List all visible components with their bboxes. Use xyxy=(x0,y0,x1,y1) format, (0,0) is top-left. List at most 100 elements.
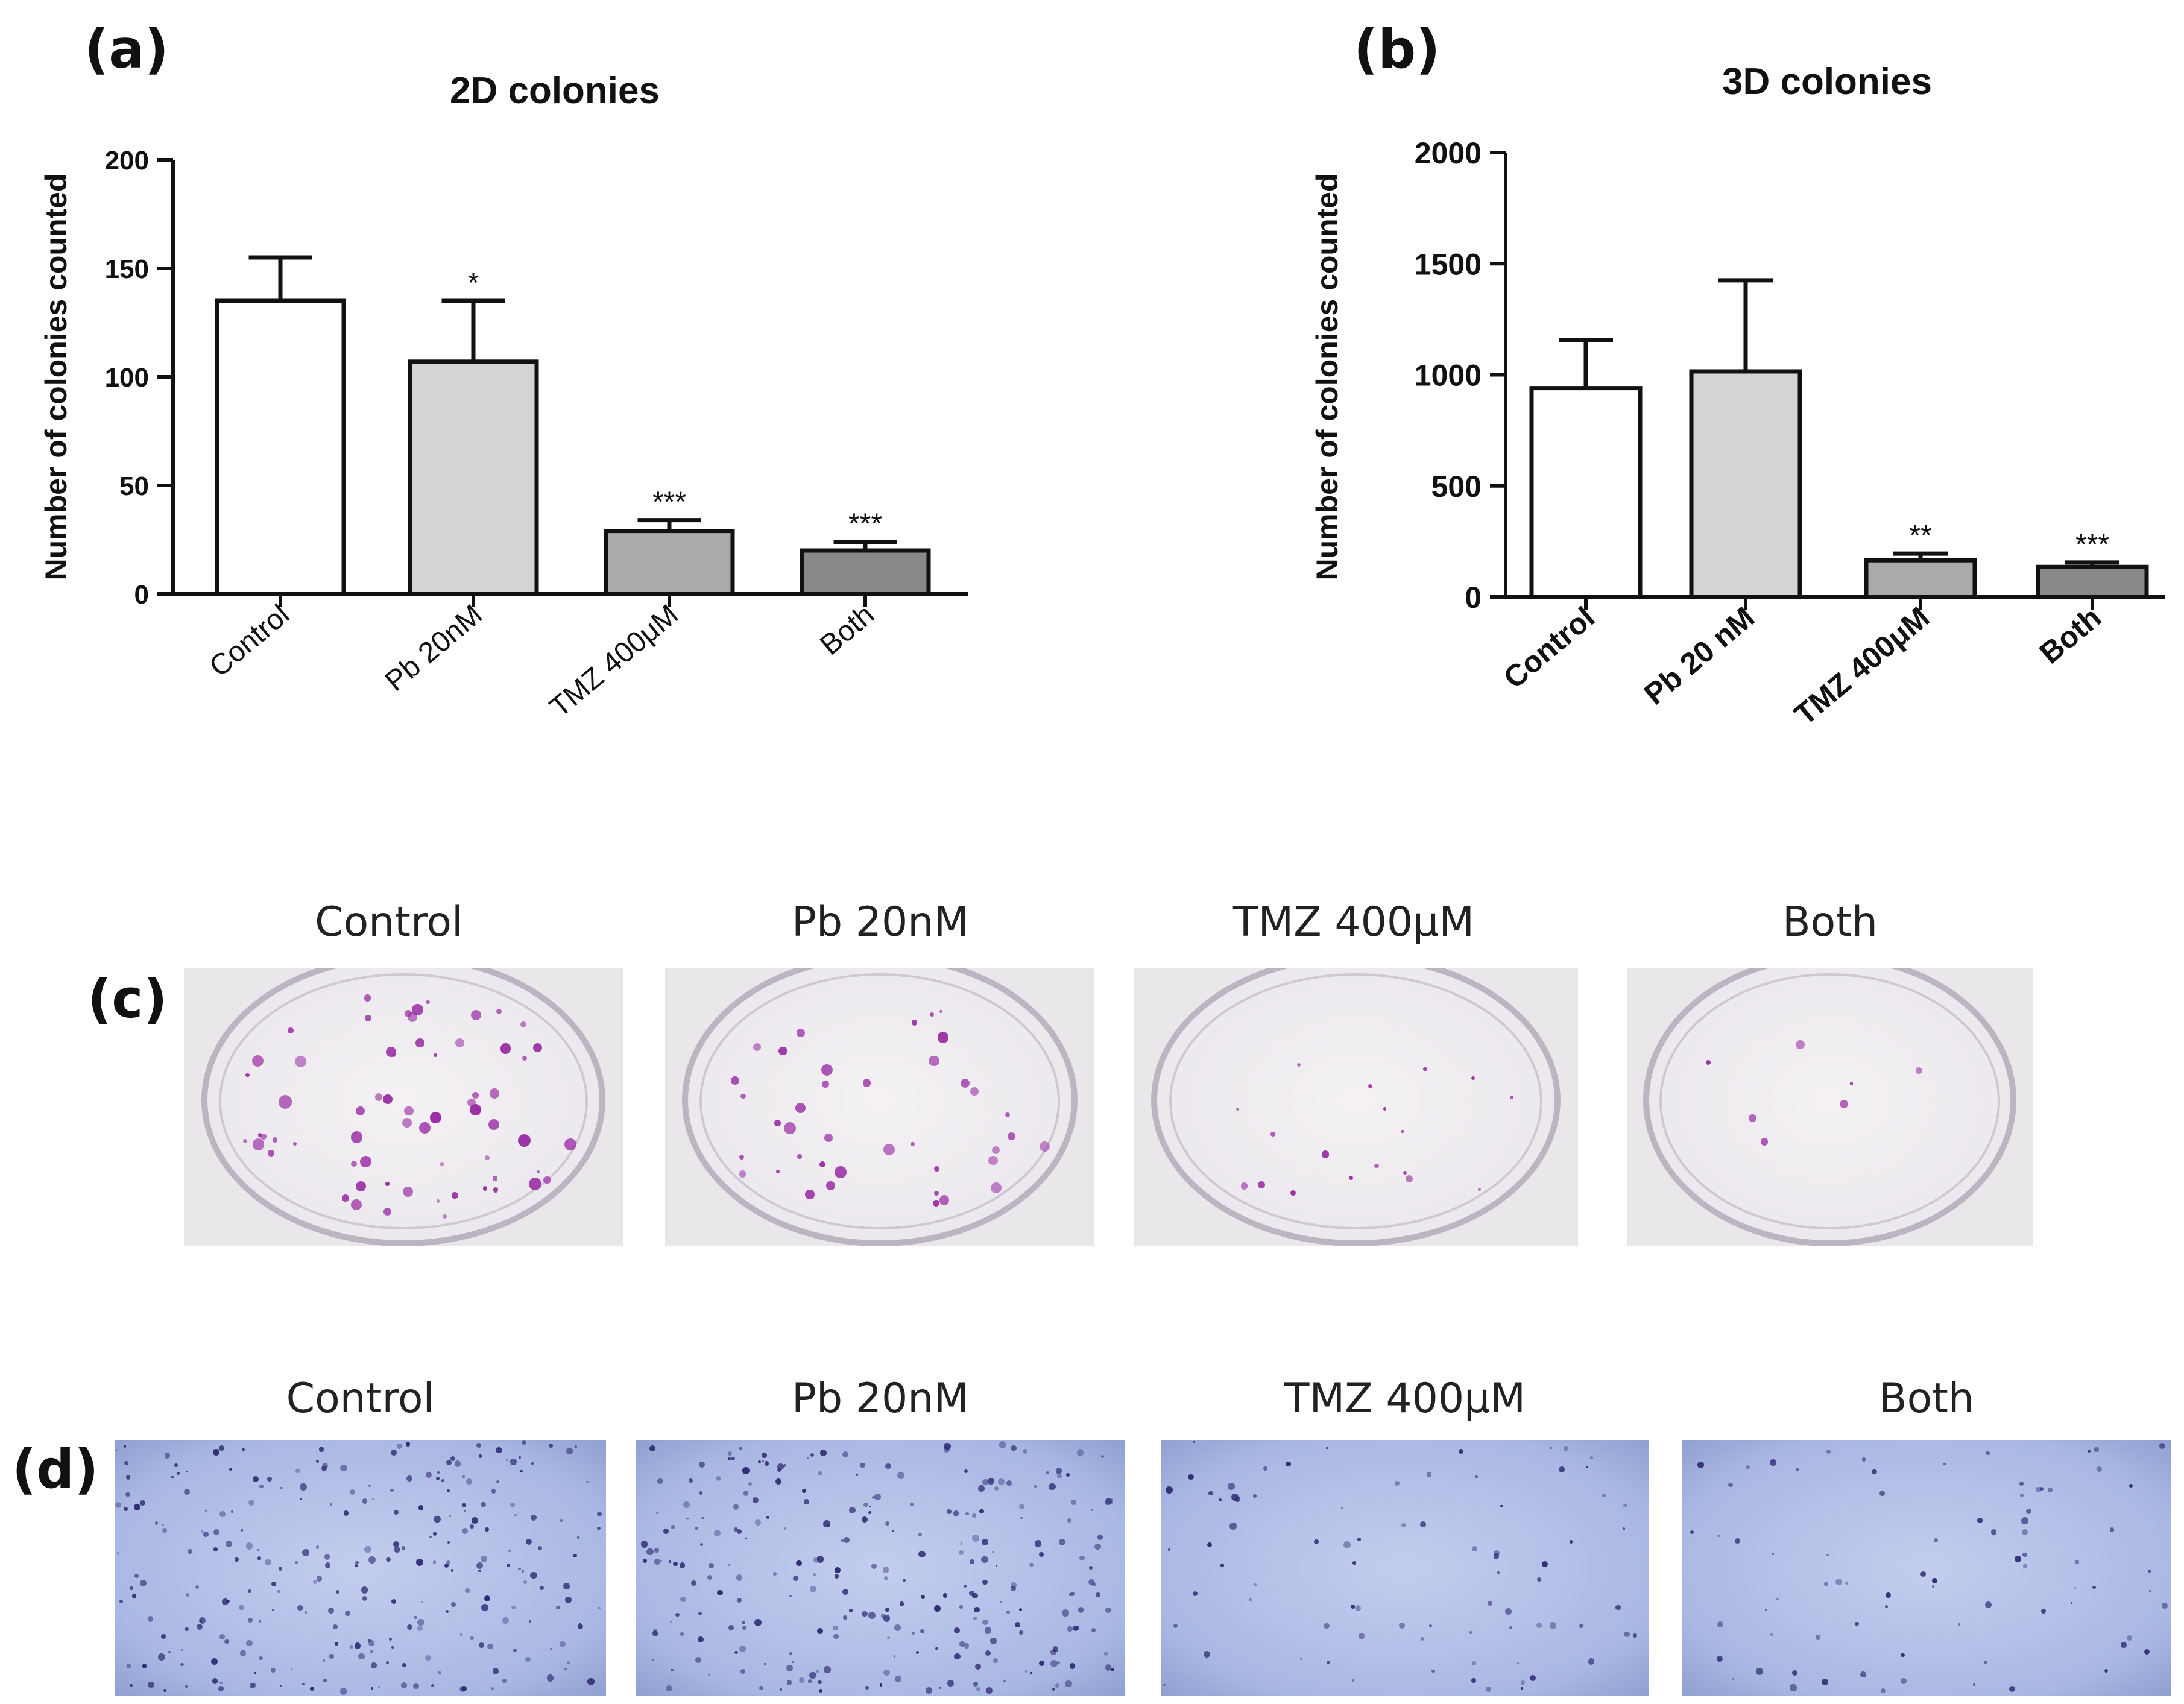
micro-colony-dot xyxy=(259,1484,264,1489)
micro-colony-dot xyxy=(1972,1683,1976,1686)
micro-colony-dot xyxy=(203,1531,209,1537)
micro-colony-dot xyxy=(198,1617,206,1624)
micrograph-control xyxy=(115,1440,606,1696)
colony-dot xyxy=(797,1154,802,1159)
micro-colony-dot xyxy=(491,1489,496,1494)
colony-dot xyxy=(778,1046,787,1056)
micro-colony-dot xyxy=(679,1562,686,1569)
micro-colony-dot xyxy=(385,1661,389,1664)
micro-colony-dot xyxy=(2121,1642,2127,1648)
micro-colony-dot xyxy=(1550,1447,1553,1450)
micro-colony-dot xyxy=(993,1658,999,1663)
colony-dot xyxy=(467,1098,476,1106)
micro-colony-dot xyxy=(186,1470,188,1473)
micro-colony-dot xyxy=(1717,1534,1720,1538)
micro-colony-dot xyxy=(1055,1683,1060,1688)
micro-colony-dot xyxy=(716,1475,721,1481)
micro-colony-dot xyxy=(2048,1488,2053,1492)
micro-colony-dot xyxy=(1168,1548,1170,1551)
micro-colony-dot xyxy=(819,1449,827,1457)
micro-colony-dot xyxy=(2021,1516,2028,1524)
micro-colony-dot xyxy=(1091,1509,1094,1512)
micro-colony-dot xyxy=(1488,1600,1493,1606)
c1-bar xyxy=(215,298,346,596)
micro-colony-dot xyxy=(786,1664,794,1672)
micro-colony-dot xyxy=(469,1636,474,1641)
micro-colony-dot xyxy=(177,1471,180,1475)
micro-colony-dot xyxy=(985,1687,993,1694)
c1-y-axis-label: Number of colonies counted xyxy=(39,173,73,580)
micro-colony-dot xyxy=(654,1559,660,1565)
colony-dot xyxy=(1270,1132,1275,1137)
micro-colony-dot xyxy=(354,1642,361,1649)
micro-colony-dot xyxy=(816,1556,824,1563)
micro-colony-dot xyxy=(219,1510,226,1517)
micro-colony-dot xyxy=(2015,1556,2022,1563)
micro-colony-dot xyxy=(959,1550,964,1555)
micro-colony-dot xyxy=(1105,1664,1112,1671)
colony-dot xyxy=(469,1103,481,1115)
micro-colony-dot xyxy=(834,1574,839,1579)
micro-colony-dot xyxy=(883,1576,888,1580)
micro-colony-dot xyxy=(766,1516,770,1519)
micro-colony-dot xyxy=(981,1556,988,1564)
micro-colony-dot xyxy=(1193,1441,1196,1443)
micro-colony-dot xyxy=(429,1536,432,1539)
micro-colony-dot xyxy=(807,1679,812,1683)
colony-dot xyxy=(278,1095,292,1109)
micro-colony-dot xyxy=(446,1459,452,1465)
micro-colony-dot xyxy=(1420,1637,1424,1641)
micro-colony-dot xyxy=(487,1643,493,1650)
micro-colony-dot xyxy=(809,1671,816,1679)
micro-colony-dot xyxy=(1493,1553,1499,1559)
colony-dot xyxy=(243,1138,248,1143)
micro-colony-dot xyxy=(657,1478,663,1484)
micro-colony-dot xyxy=(708,1673,710,1676)
colony-dot xyxy=(252,1138,265,1150)
micro-colony-dot xyxy=(1343,1541,1351,1548)
colony-dot xyxy=(1383,1107,1387,1111)
micro-colony-dot xyxy=(745,1538,748,1540)
micro-colony-dot xyxy=(481,1603,488,1611)
colony-dot xyxy=(774,1120,781,1127)
colony-dot xyxy=(489,1088,500,1099)
micro-colony-dot xyxy=(316,1459,320,1463)
colony-dot xyxy=(1405,1175,1413,1183)
micro-colony-dot xyxy=(1826,1553,1829,1556)
micro-colony-dot xyxy=(813,1557,820,1564)
micro-colony-dot xyxy=(1469,1631,1472,1634)
c2-significance-label: ** xyxy=(1909,520,1931,552)
micro-colony-dot xyxy=(2019,1482,2024,1486)
micro-colony-dot xyxy=(1717,1621,1724,1627)
micro-colony-dot xyxy=(775,1478,782,1485)
micro-colony-dot xyxy=(513,1648,517,1652)
micro-colony-dot xyxy=(812,1573,816,1576)
micro-colony-dot xyxy=(462,1503,466,1507)
micro-colony-dot xyxy=(680,1597,686,1603)
colony-dot xyxy=(500,1043,511,1054)
micro-colony-dot xyxy=(965,1512,969,1516)
colony-dot xyxy=(932,1199,939,1207)
micro-colony-dot xyxy=(213,1448,220,1456)
micro-colony-dot xyxy=(523,1580,527,1585)
micro-colony-dot xyxy=(248,1499,254,1506)
colony-dot xyxy=(537,1170,540,1174)
colony-dot xyxy=(492,1176,498,1181)
micro-colony-dot xyxy=(327,1608,334,1614)
micro-colony-dot xyxy=(139,1580,147,1587)
micro-colony-dot xyxy=(575,1445,578,1448)
micro-colony-dot xyxy=(318,1447,324,1452)
dish-inner-ring xyxy=(219,973,588,1230)
micro-colony-dot xyxy=(818,1471,823,1476)
colony-dot xyxy=(1748,1114,1756,1122)
micro-colony-dot xyxy=(1030,1672,1033,1675)
micro-colony-dot xyxy=(502,1678,507,1683)
micro-colony-dot xyxy=(1728,1482,1733,1488)
colony-dot xyxy=(430,1111,442,1123)
micro-colony-dot xyxy=(798,1677,804,1683)
micro-colony-dot xyxy=(587,1678,595,1686)
dish-label-control: Control xyxy=(315,898,463,946)
micro-colony-dot xyxy=(368,1485,371,1488)
micro-colony-dot xyxy=(649,1445,656,1451)
micro-colony-dot xyxy=(1471,1678,1476,1683)
